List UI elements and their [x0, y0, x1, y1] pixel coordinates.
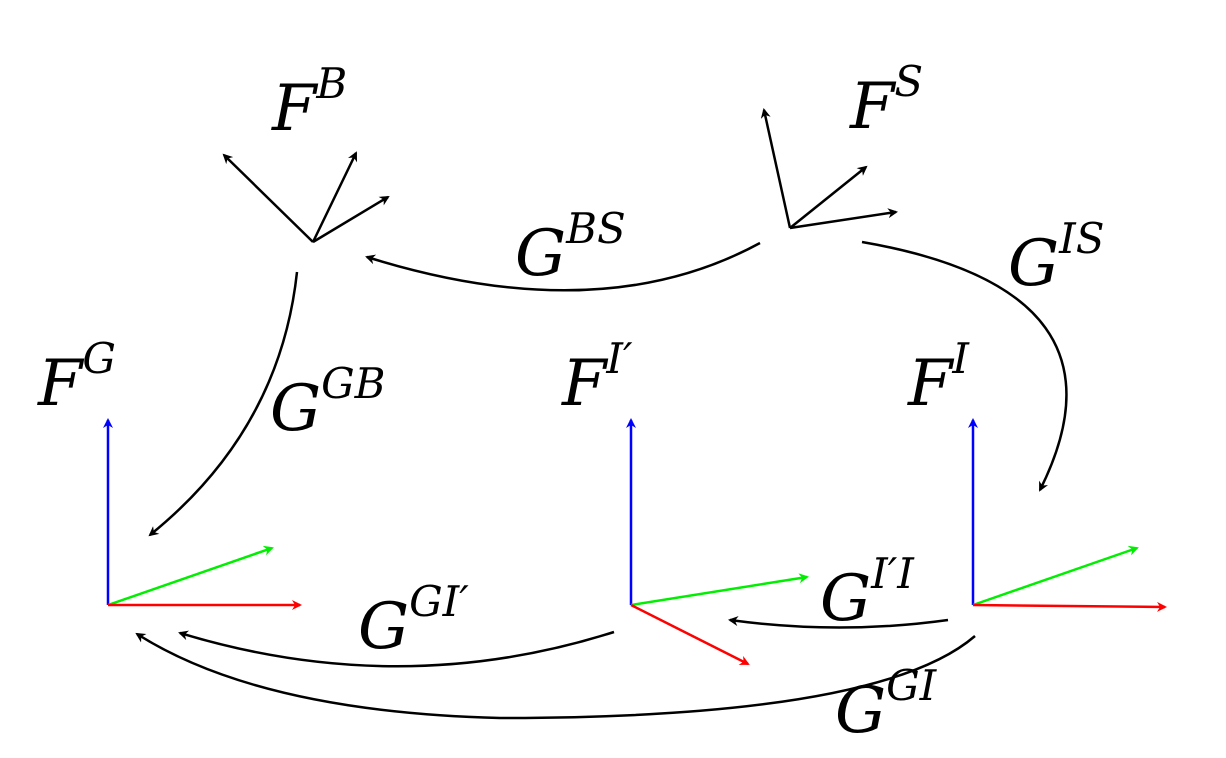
arrow-g-is	[861, 240, 1068, 492]
label-frame-g: FG	[37, 334, 116, 421]
label-g-bs: GBS	[515, 204, 626, 291]
frame-i-axes	[968, 418, 1167, 612]
arrow-g-iprimei	[728, 616, 949, 629]
label-frame-b: FB	[271, 59, 347, 146]
label-frame-s: FS	[849, 57, 923, 144]
label-g-is: GIS	[1008, 214, 1105, 301]
frame-g-axes	[103, 418, 302, 610]
label-g-iprimei: GI′I	[820, 549, 915, 636]
label-g-gb: GGB	[270, 359, 386, 446]
arrow-g-gi	[135, 632, 976, 720]
arrow-g-giprime	[178, 630, 615, 668]
frame-s-axes	[760, 108, 898, 230]
frame-b-axes	[222, 151, 390, 244]
label-g-gi: GGI	[835, 661, 938, 748]
arrow-g-gb	[148, 271, 299, 537]
label-frame-iprime: FI′	[561, 334, 633, 421]
frame-iprime-axes	[626, 418, 809, 666]
arrow-g-bs	[365, 241, 761, 292]
label-frame-i: FI	[907, 334, 970, 421]
label-g-giprime: GGI′	[358, 577, 469, 664]
